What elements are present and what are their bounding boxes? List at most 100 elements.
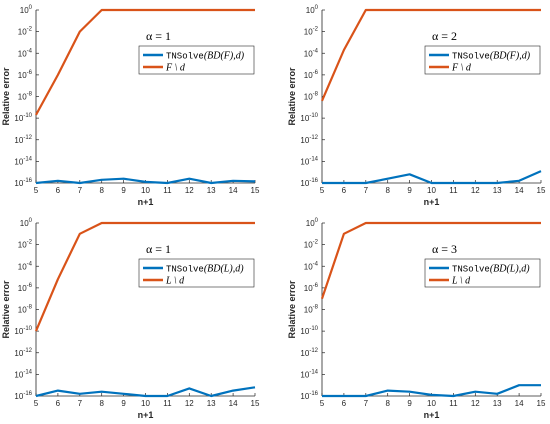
legend-label: L \ d xyxy=(451,276,471,287)
x-tick-label: 10 xyxy=(427,399,436,408)
x-tick-label: 5 xyxy=(320,399,325,408)
x-tick-label: 15 xyxy=(251,186,260,195)
y-tick-label: 10-12 xyxy=(300,135,318,145)
x-tick-label: 7 xyxy=(78,186,83,195)
y-tick-label: 10-8 xyxy=(18,92,33,102)
x-tick-label: 11 xyxy=(449,186,458,195)
x-tick-label: 13 xyxy=(207,399,216,408)
x-tick-label: 6 xyxy=(342,186,347,195)
x-tick-label: 9 xyxy=(407,399,412,408)
y-tick-label: 10-16 xyxy=(14,178,32,188)
y-tick-label: 10-10 xyxy=(14,326,32,336)
x-tick-label: 14 xyxy=(515,399,524,408)
x-axis-label: n+1 xyxy=(424,410,440,420)
chart-panel-1: 10-16 10-14 10-12 10-10 10-8 10-6 10-4 10-2 100 5… xyxy=(1,5,260,207)
x-tick-label: 11 xyxy=(449,399,458,408)
x-tick-label: 6 xyxy=(56,399,61,408)
x-tick-label: 15 xyxy=(537,186,546,195)
x-tick-label: 5 xyxy=(34,186,39,195)
y-tick-label: 10-4 xyxy=(304,261,319,271)
y-tick-label: 10-2 xyxy=(18,240,33,250)
y-tick-label: 10-6 xyxy=(304,70,319,80)
x-tick-label: 13 xyxy=(493,186,502,195)
y-tick-label: 10-10 xyxy=(14,113,32,123)
y-tick-label: 10-2 xyxy=(304,240,319,250)
x-tick-label: 12 xyxy=(471,186,480,195)
x-tick-label: 12 xyxy=(185,186,194,195)
series-line-1 xyxy=(322,384,541,398)
x-tick-label: 8 xyxy=(385,399,390,408)
legend-label: TNSolve(BD(F),d) xyxy=(166,51,245,62)
y-tick-label: 10-16 xyxy=(300,391,318,401)
x-tick-label: 11 xyxy=(163,186,172,195)
y-tick-label: 10-8 xyxy=(304,92,319,102)
y-tick-label: 10-6 xyxy=(18,283,33,293)
legend-label: F \ d xyxy=(451,63,472,74)
x-tick-label: 10 xyxy=(141,399,150,408)
alpha-annotation: α = 1 xyxy=(146,242,171,256)
x-tick-label: 8 xyxy=(99,186,104,195)
y-tick-label: 100 xyxy=(20,218,33,228)
x-tick-label: 9 xyxy=(407,186,412,195)
x-axis-label: n+1 xyxy=(424,197,440,207)
x-tick-label: 6 xyxy=(56,186,61,195)
y-tick-label: 10-10 xyxy=(300,326,318,336)
x-tick-label: 9 xyxy=(121,399,126,408)
y-tick-label: 10-6 xyxy=(304,283,319,293)
y-tick-label: 10-2 xyxy=(18,27,33,37)
y-tick-label: 10-4 xyxy=(304,48,319,58)
y-tick-label: 100 xyxy=(306,5,319,15)
y-tick-label: 10-16 xyxy=(14,391,32,401)
series-line-1 xyxy=(35,177,256,185)
chart-panel-4: 10-16 10-14 10-12 10-10 10-8 10-6 10-4 10-2 100 5… xyxy=(287,218,546,420)
y-tick-label: 10-14 xyxy=(14,369,32,379)
chart-panel-2: 10-16 10-14 10-12 10-10 10-8 10-6 10-4 10-2 100 5… xyxy=(287,5,546,207)
legend-label: TNSolve(BD(L),d) xyxy=(452,264,530,275)
y-tick-label: 10-16 xyxy=(300,178,318,188)
legend-box xyxy=(424,45,541,75)
alpha-annotation: α = 2 xyxy=(432,29,457,43)
x-tick-label: 11 xyxy=(163,399,172,408)
legend-box xyxy=(138,258,255,288)
y-tick-label: 10-14 xyxy=(300,369,318,379)
x-tick-label: 14 xyxy=(515,186,524,195)
y-tick-label: 10-2 xyxy=(304,27,319,37)
x-tick-label: 5 xyxy=(34,399,39,408)
y-tick-label: 10-14 xyxy=(14,156,32,166)
y-axis-label: Relative error xyxy=(1,67,11,126)
y-axis-label: Relative error xyxy=(287,67,297,126)
y-tick-label: 10-12 xyxy=(14,135,32,145)
x-tick-label: 10 xyxy=(427,186,436,195)
y-tick-label: 100 xyxy=(306,218,319,228)
x-axis-label: n+1 xyxy=(138,410,154,420)
alpha-annotation: α = 1 xyxy=(146,29,171,43)
legend-label: L \ d xyxy=(165,276,185,287)
x-tick-label: 7 xyxy=(364,186,369,195)
legend-box xyxy=(424,258,541,288)
x-tick-label: 9 xyxy=(121,186,126,195)
y-axis-label: Relative error xyxy=(287,280,297,339)
x-tick-label: 6 xyxy=(342,399,347,408)
x-tick-label: 10 xyxy=(141,186,150,195)
x-tick-label: 8 xyxy=(385,186,390,195)
x-axis-label: n+1 xyxy=(138,197,154,207)
x-tick-label: 5 xyxy=(320,186,325,195)
x-tick-label: 14 xyxy=(229,399,238,408)
x-tick-label: 7 xyxy=(364,399,369,408)
y-tick-label: 100 xyxy=(20,5,33,15)
x-tick-label: 12 xyxy=(471,399,480,408)
x-tick-label: 15 xyxy=(537,399,546,408)
legend-label: TNSolve(BD(F),d) xyxy=(452,51,531,62)
chart-panel-3: 10-16 10-14 10-12 10-10 10-8 10-6 10-4 10-2 100 5… xyxy=(1,218,260,420)
x-tick-label: 13 xyxy=(207,186,216,195)
y-tick-label: 10-6 xyxy=(18,70,33,80)
y-tick-label: 10-14 xyxy=(300,156,318,166)
y-tick-label: 10-12 xyxy=(300,348,318,358)
legend-box xyxy=(138,45,255,75)
y-tick-label: 10-10 xyxy=(300,113,318,123)
alpha-annotation: α = 3 xyxy=(432,242,457,256)
x-tick-label: 7 xyxy=(78,399,83,408)
x-tick-label: 12 xyxy=(185,399,194,408)
x-tick-label: 14 xyxy=(229,186,238,195)
